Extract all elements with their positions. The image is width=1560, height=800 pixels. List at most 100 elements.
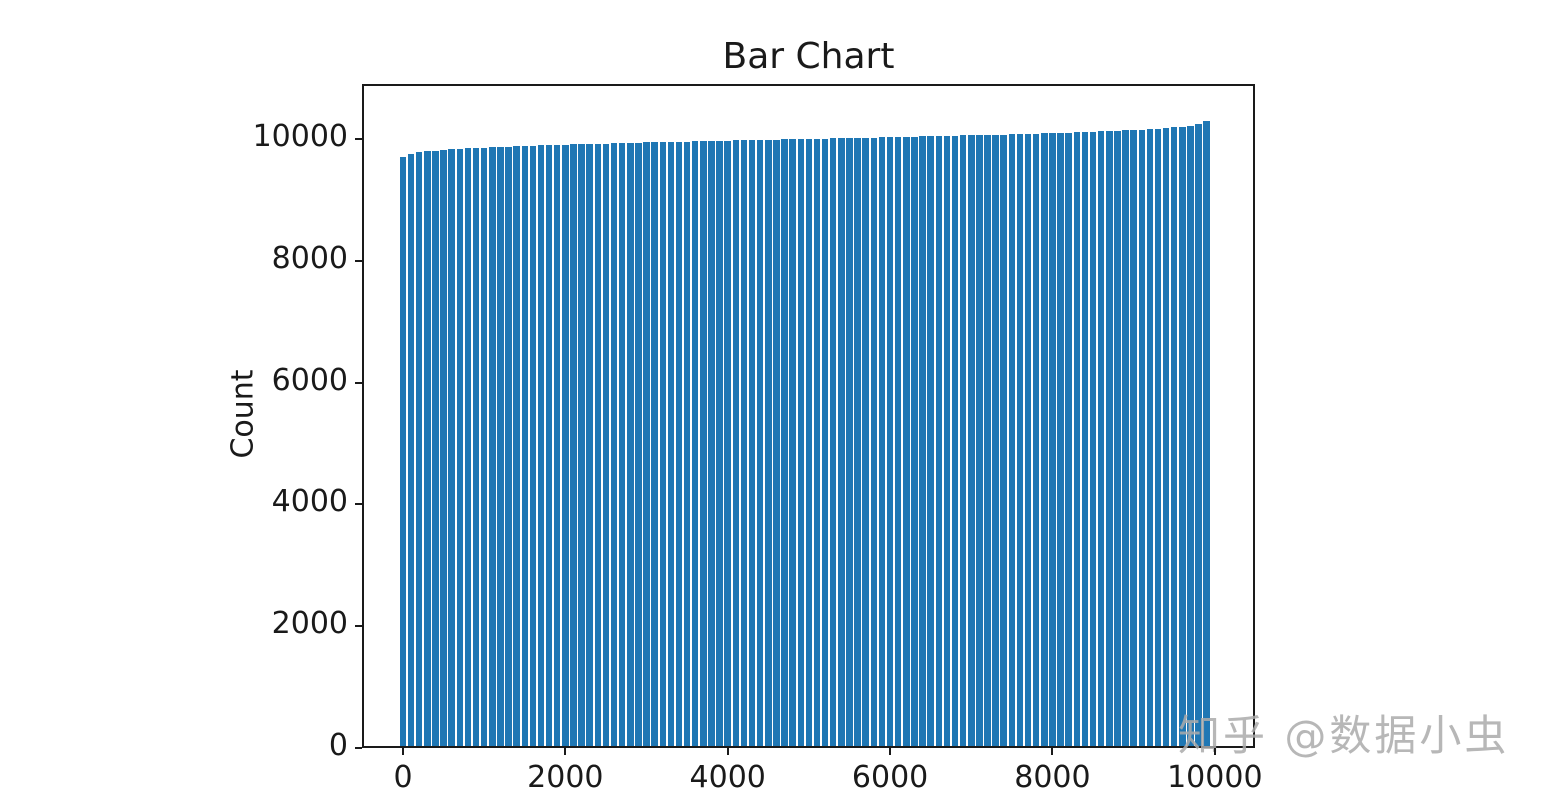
- bar: [407, 153, 415, 746]
- y-axis-tick-mark: [355, 625, 362, 628]
- y-axis-tick-label: 6000: [271, 362, 348, 398]
- x-axis-tick-mark: [889, 748, 892, 755]
- bar: [456, 148, 464, 746]
- x-axis-tick-label: 8000: [1014, 760, 1091, 795]
- bar: [635, 142, 642, 746]
- bar: [716, 140, 723, 746]
- bar: [513, 146, 520, 746]
- bar: [903, 136, 910, 746]
- x-axis-tick-mark: [564, 748, 567, 755]
- bar: [838, 138, 845, 746]
- bar: [521, 145, 528, 746]
- bar: [1016, 134, 1024, 746]
- bar: [415, 152, 423, 746]
- plot-area: [362, 84, 1255, 748]
- x-axis-tick-label: 0: [393, 760, 413, 795]
- bar: [773, 139, 780, 746]
- bar: [618, 143, 626, 746]
- bar: [497, 146, 504, 746]
- bar: [529, 145, 537, 746]
- bar: [943, 135, 951, 746]
- bar: [602, 143, 610, 746]
- bar: [1073, 132, 1081, 746]
- bar: [1057, 132, 1064, 746]
- bar: [894, 136, 902, 746]
- bar: [537, 145, 545, 746]
- bar: [610, 143, 618, 746]
- bar: [862, 137, 869, 746]
- bar: [1106, 131, 1113, 746]
- y-axis-tick-label: 8000: [271, 240, 348, 276]
- bar: [424, 151, 431, 746]
- y-axis-tick-mark: [355, 137, 362, 140]
- y-axis-tick-label: 10000: [252, 118, 348, 154]
- bar: [797, 139, 805, 746]
- bar: [976, 135, 983, 746]
- y-axis-tick-label: 4000: [271, 484, 348, 520]
- bar: [708, 141, 715, 746]
- bar: [935, 136, 943, 746]
- bar: [1195, 124, 1202, 746]
- y-axis-tick-label: 2000: [271, 606, 348, 642]
- bar: [1130, 130, 1137, 746]
- bar: [643, 142, 650, 746]
- x-axis-tick-label: 4000: [689, 760, 766, 795]
- bar: [878, 137, 886, 746]
- bar: [627, 142, 634, 746]
- bar: [813, 138, 821, 746]
- bar: [1187, 125, 1194, 746]
- bar: [854, 137, 861, 746]
- bar: [1065, 132, 1072, 746]
- x-axis-tick-label: 2000: [527, 760, 604, 795]
- bar: [1154, 128, 1162, 746]
- bar: [740, 140, 748, 746]
- bar: [1122, 130, 1129, 746]
- y-axis-tick-mark: [355, 381, 362, 384]
- bar: [1179, 126, 1186, 746]
- bar: [984, 134, 991, 746]
- bar: [1081, 132, 1089, 746]
- bar: [570, 144, 577, 746]
- bar: [1008, 134, 1016, 746]
- y-axis-tick-mark: [355, 259, 362, 262]
- bar: [951, 135, 959, 746]
- bar: [870, 137, 878, 746]
- bar: [1024, 133, 1032, 746]
- bar: [1138, 129, 1145, 746]
- x-axis-tick-label: 6000: [851, 760, 929, 795]
- bar: [959, 135, 967, 746]
- y-axis-tick-label: 0: [328, 728, 348, 763]
- bar: [440, 149, 447, 746]
- bar: [1097, 131, 1105, 746]
- bar: [505, 146, 512, 746]
- bar: [594, 143, 602, 746]
- x-axis-tick-mark: [726, 748, 729, 755]
- bar: [830, 138, 837, 746]
- bar: [667, 141, 675, 746]
- bar: [1114, 130, 1121, 746]
- bar: [781, 139, 788, 746]
- bar: [464, 148, 472, 746]
- bar: [1032, 133, 1040, 746]
- bar: [724, 140, 731, 746]
- bar: [789, 139, 796, 746]
- bar: [1049, 133, 1056, 746]
- bar: [399, 156, 407, 746]
- bar: [968, 135, 975, 746]
- bar: [448, 149, 455, 746]
- bar: [732, 140, 740, 746]
- bar: [562, 144, 569, 746]
- watermark: 知乎 @数据小虫: [1178, 711, 1510, 760]
- bar: [1162, 128, 1170, 746]
- bar: [919, 136, 926, 746]
- bar: [748, 140, 756, 746]
- bar: [489, 147, 496, 746]
- bar: [1089, 131, 1097, 746]
- bar: [432, 150, 439, 746]
- bar: [700, 141, 707, 746]
- bar: [683, 141, 691, 746]
- bar: [756, 139, 764, 746]
- bar: [675, 141, 683, 746]
- bar: [1203, 121, 1210, 746]
